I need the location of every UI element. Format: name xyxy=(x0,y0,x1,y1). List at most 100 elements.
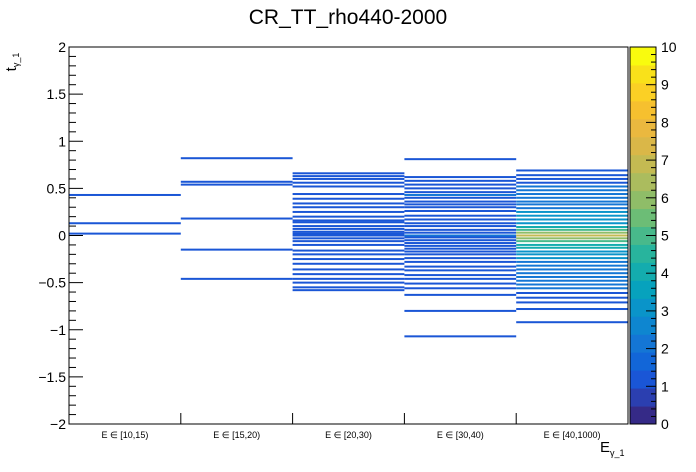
heatmap-cell xyxy=(180,180,293,183)
color-palette xyxy=(629,46,657,425)
heatmap-cell xyxy=(516,200,628,203)
heatmap-cell xyxy=(404,218,517,221)
heatmap-cell xyxy=(404,269,517,272)
heatmap-cell xyxy=(292,234,405,237)
heatmap-cell xyxy=(404,250,517,253)
palette-swatch xyxy=(630,298,656,317)
x-tick-label: E ∈ [10,15) xyxy=(101,430,148,440)
heatmap-cell xyxy=(292,230,405,233)
z-tick-label: 6 xyxy=(661,190,669,206)
heatmap-cell xyxy=(292,273,405,276)
heatmap-cell xyxy=(516,226,628,229)
heatmap-cell xyxy=(516,264,628,267)
heatmap-cell xyxy=(404,335,517,338)
heatmap-cell xyxy=(404,196,517,199)
heatmap-cell xyxy=(516,174,628,177)
heatmap-cell xyxy=(404,293,517,296)
heatmap-cell xyxy=(516,287,628,290)
heatmap-cell xyxy=(516,279,628,282)
x-tick-label: E ∈ [15,20) xyxy=(213,430,260,440)
heatmap-cell xyxy=(404,309,517,312)
x-tick-label: E ∈ [30,40) xyxy=(437,430,484,440)
heatmap-cell xyxy=(404,187,517,190)
heatmap-cell xyxy=(404,225,517,228)
y-tick-label: −0.5 xyxy=(38,275,66,291)
palette-swatch xyxy=(630,64,656,84)
heatmap-cell xyxy=(516,260,628,263)
y-tick-label: −1 xyxy=(50,322,66,338)
z-tick-label: 3 xyxy=(661,303,669,319)
heatmap-cell xyxy=(516,228,628,231)
heatmap-cell xyxy=(292,197,405,200)
heatmap-cell xyxy=(404,236,517,239)
heatmap-cell xyxy=(516,196,628,199)
heatmap-cell xyxy=(516,185,628,188)
z-tick-label: 7 xyxy=(661,152,669,168)
heatmap-cell xyxy=(292,219,405,222)
heatmap-cell xyxy=(404,193,517,196)
heatmap-cell xyxy=(404,253,517,256)
heatmap-cell xyxy=(292,281,405,284)
heatmap-cell xyxy=(516,177,628,180)
heatmap-cell xyxy=(292,193,405,196)
heatmap-cell xyxy=(516,291,628,294)
heatmap-cell xyxy=(180,248,293,251)
heatmap-cell xyxy=(69,193,181,196)
z-tick-label: 9 xyxy=(661,77,669,93)
heatmap-cell xyxy=(292,268,405,271)
heatmap-cell xyxy=(292,277,405,280)
x-axis: E ∈ [10,15) E ∈ [15,20) E ∈ [20,30) E ∈ [30… xyxy=(101,413,601,440)
z-tick-label: 1 xyxy=(661,378,669,394)
heatmap-cell xyxy=(404,206,517,209)
heatmap-cell xyxy=(404,282,517,285)
chart-title: CR_TT_rho440-2000 xyxy=(249,6,447,29)
palette-swatch xyxy=(630,47,656,66)
heatmap-cell xyxy=(404,222,517,225)
heatmap-cell xyxy=(516,222,628,225)
heatmap-cell xyxy=(516,210,628,213)
heatmap-cell xyxy=(292,227,405,230)
heatmap-cell xyxy=(292,215,405,218)
heatmap-cell xyxy=(404,257,517,260)
palette-swatch xyxy=(630,190,656,210)
z-tick-label: 5 xyxy=(661,228,669,244)
heatmap-cell xyxy=(516,257,628,260)
heatmap-cell xyxy=(404,228,517,231)
heatmap-cell xyxy=(516,268,628,271)
heatmap-cell xyxy=(404,179,517,182)
palette-swatch xyxy=(630,154,656,174)
heatmap-cell xyxy=(180,157,293,160)
z-tick-label: 0 xyxy=(661,416,669,432)
heatmap-cell xyxy=(180,277,293,280)
heatmap-cell xyxy=(516,181,628,184)
heatmap-cell xyxy=(516,253,628,256)
heatmap-cell xyxy=(516,237,628,240)
heatmap-cell xyxy=(292,210,405,213)
palette-swatch xyxy=(630,118,656,138)
x-axis-label: Eγ_1 xyxy=(600,439,625,458)
heatmap-cell xyxy=(404,247,517,250)
y-tick-label: 0 xyxy=(58,228,66,244)
y-tick-label: −2 xyxy=(50,416,66,432)
heatmap-cell xyxy=(292,243,405,246)
heatmap-cell xyxy=(516,296,628,299)
palette-swatch xyxy=(630,370,656,389)
heatmap-cell xyxy=(404,244,517,247)
heatmap-cell xyxy=(404,158,517,161)
heatmap-cell xyxy=(404,265,517,268)
heatmap-cell xyxy=(404,183,517,186)
y-tick-label: 1 xyxy=(58,133,66,149)
heatmap-cell xyxy=(292,253,405,256)
heatmap-cell xyxy=(404,287,517,290)
palette-swatch xyxy=(630,208,656,228)
palette-swatch xyxy=(630,388,656,407)
y-tick-label: 0.5 xyxy=(47,180,67,196)
heatmap-cell xyxy=(180,217,293,220)
heatmap-cell xyxy=(292,185,405,188)
heatmap-cell xyxy=(404,274,517,277)
heatmap-cell xyxy=(404,239,517,242)
heatmap-cell xyxy=(516,218,628,221)
heatmap-cell xyxy=(404,277,517,280)
heatmap-cell xyxy=(516,203,628,206)
heatmap-cell xyxy=(516,234,628,237)
